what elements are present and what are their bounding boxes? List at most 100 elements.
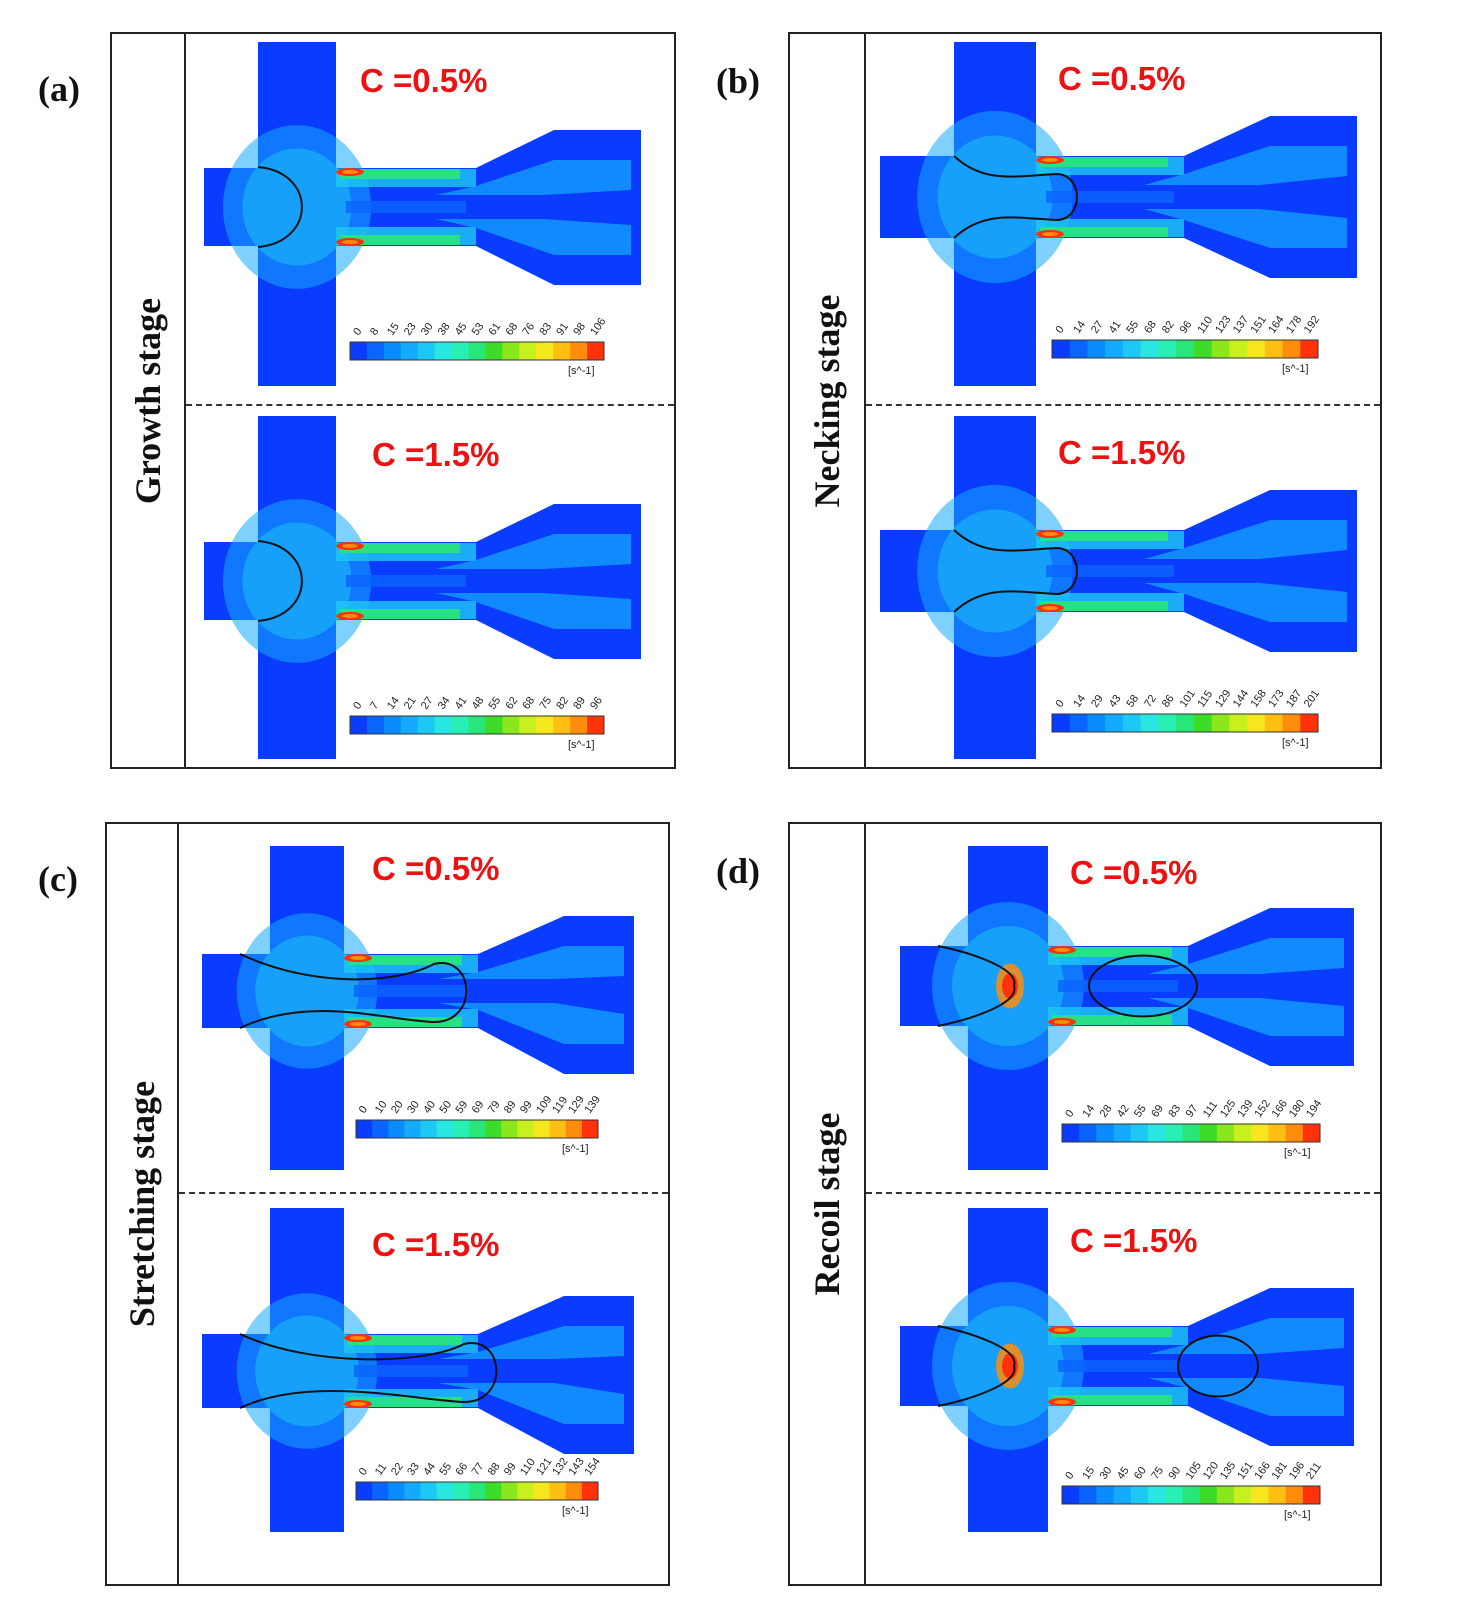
colorbar-swatch xyxy=(1199,1124,1218,1142)
colorbar-tick-label: 166 xyxy=(1252,1460,1272,1482)
colorbar-tick-label: 33 xyxy=(405,1461,422,1478)
colorbar-swatch xyxy=(452,1482,470,1500)
colorbar-swatch xyxy=(400,342,419,360)
colorbar-tick-label: 21 xyxy=(402,695,419,712)
strain-region xyxy=(937,135,1053,259)
colorbar-tick-label: 110 xyxy=(1195,314,1215,335)
strain-region xyxy=(242,148,352,266)
colorbar-swatch xyxy=(1268,1124,1287,1142)
channel-geometry xyxy=(204,42,641,386)
colorbar-tick-label: 158 xyxy=(1249,688,1269,710)
centerline-band xyxy=(1046,565,1174,577)
colorbar-swatch xyxy=(1069,714,1088,732)
strain-band xyxy=(1148,998,1344,1036)
colorbar-tick-label: 41 xyxy=(1107,319,1124,336)
shear-peak xyxy=(1042,606,1058,610)
stage-column: Stretching stage xyxy=(107,824,179,1584)
divider xyxy=(866,404,1380,406)
colorbar-tick-label: 23 xyxy=(402,321,419,338)
colorbar-tick-label: 30 xyxy=(405,1099,422,1116)
colorbar-tick-label: 68 xyxy=(520,695,537,712)
colorbar-swatch xyxy=(1300,340,1319,358)
strain-band xyxy=(1144,520,1347,559)
colorbar-swatch xyxy=(468,342,486,360)
colorbar-tick-label: 105 xyxy=(1184,1460,1204,1482)
droplet-interface xyxy=(937,1325,1016,1407)
colorbar-tick-label: 14 xyxy=(385,695,402,712)
colorbar-swatch xyxy=(1052,340,1071,358)
colorbar-frame xyxy=(349,715,605,735)
strain-band xyxy=(438,1003,624,1044)
colorbar-swatch xyxy=(366,342,385,360)
colorbar-swatch xyxy=(1052,714,1071,732)
droplet-interface xyxy=(953,155,1078,239)
colorbar-swatch xyxy=(1302,1486,1321,1504)
droplet-interface xyxy=(239,1333,498,1409)
colorbar-swatch xyxy=(565,1482,583,1500)
colorbar-swatch xyxy=(533,1482,551,1500)
colorbar-tick-label: 181 xyxy=(1270,1460,1290,1482)
colorbar-swatch xyxy=(485,1482,502,1500)
colorbar-swatch xyxy=(1251,1486,1269,1504)
colorbar-swatch xyxy=(1199,1486,1218,1504)
colorbar-tick-label: 129 xyxy=(566,1094,586,1116)
colorbar-tick-label: 38 xyxy=(436,321,453,338)
colorbar-swatch xyxy=(1148,1486,1166,1504)
colorbar-swatch xyxy=(452,1120,470,1138)
colorbar: 0 7 14 21 27 34 41 48 55 62 68 75 82 89 96 [s^-1] xyxy=(349,695,605,751)
colorbar-tick-label: 173 xyxy=(1266,688,1286,710)
colorbar-swatch xyxy=(517,1120,534,1138)
colorbar-tick-label: 201 xyxy=(1302,688,1322,710)
colorbar-swatch xyxy=(519,716,537,734)
colorbar-frame xyxy=(1051,339,1319,359)
channel-geometry xyxy=(202,846,634,1170)
colorbar-swatch xyxy=(1069,340,1088,358)
shear-layer xyxy=(348,1017,462,1027)
shear-peak xyxy=(1042,158,1058,162)
shear-peak xyxy=(342,170,358,174)
concentration-label: C =0.5% xyxy=(372,850,500,887)
strain-band xyxy=(1148,1318,1344,1354)
colorbar-tick-label: 75 xyxy=(1149,1465,1166,1482)
colorbar-unit: [s^-1] xyxy=(562,1505,589,1517)
shear-peak xyxy=(350,1402,366,1406)
colorbar-swatch xyxy=(1285,1486,1304,1504)
shear-peak xyxy=(342,240,358,244)
colorbar-swatch xyxy=(1234,1486,1252,1504)
colorbar-swatch xyxy=(1096,1124,1115,1142)
colorbar-tick-label: 120 xyxy=(1201,1460,1221,1482)
colorbar-swatch xyxy=(366,716,385,734)
colorbar-tick-label: 196 xyxy=(1287,1460,1307,1482)
colorbar-tick-label: 27 xyxy=(1089,319,1106,336)
colorbar-unit: [s^-1] xyxy=(1284,1509,1311,1521)
colorbar-tick-label: 62 xyxy=(503,695,520,712)
strain-band xyxy=(438,946,624,979)
colorbar-swatch xyxy=(501,1120,518,1138)
colorbar-swatch xyxy=(1211,340,1230,358)
colorbar-tick-label: 30 xyxy=(419,321,436,338)
colorbar-tick-label: 0 xyxy=(357,1466,370,1478)
colorbar-swatch xyxy=(570,716,588,734)
colorbar-tick-label: 180 xyxy=(1287,1098,1307,1120)
colorbar-tick-label: 96 xyxy=(1178,319,1195,336)
colorbar-tick-label: 115 xyxy=(1195,688,1215,709)
channel-geometry xyxy=(900,846,1354,1170)
stage-column: Growth stage xyxy=(112,34,186,767)
colorbar-swatch xyxy=(1264,714,1284,732)
divider xyxy=(866,1192,1380,1194)
colorbar-swatch xyxy=(1079,1124,1097,1142)
colorbar-tick-label: 69 xyxy=(470,1099,487,1116)
panel-d-label: (d) xyxy=(716,851,760,891)
colorbar-swatch xyxy=(404,1482,422,1500)
stage-label: Recoil stage xyxy=(807,1112,847,1296)
colorbar-tick-label: 166 xyxy=(1270,1098,1290,1120)
colorbar-tick-label: 101 xyxy=(1178,688,1198,710)
colorbar-tick-label: 58 xyxy=(1124,693,1141,710)
colorbar-tick-label: 68 xyxy=(503,321,520,338)
centerline-band xyxy=(354,1365,468,1377)
colorbar-tick-label: 61 xyxy=(487,321,504,338)
